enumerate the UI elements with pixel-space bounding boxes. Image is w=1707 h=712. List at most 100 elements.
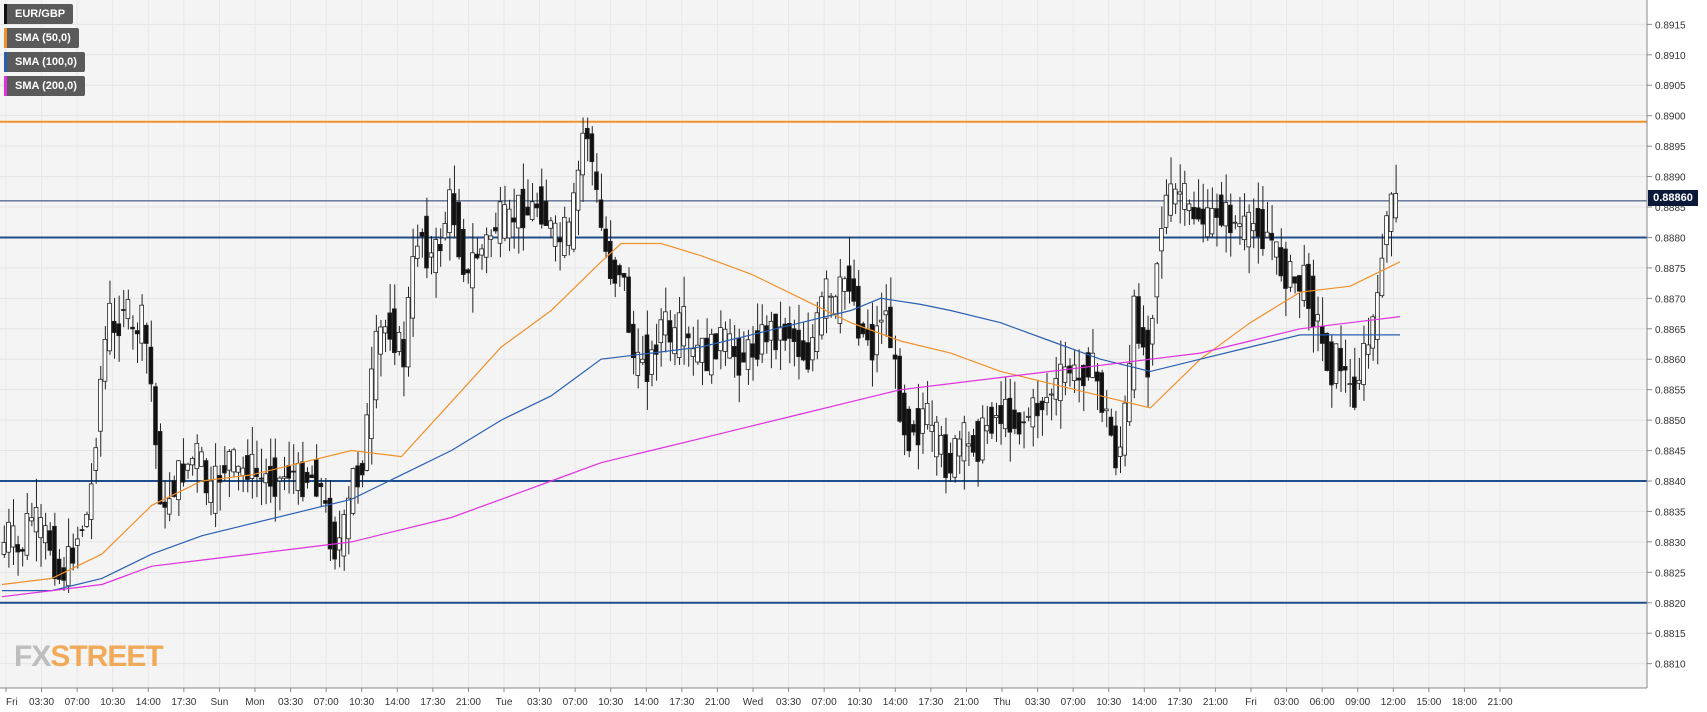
y-tick-label: 0.8910 (1655, 51, 1686, 62)
candle-body (901, 392, 907, 436)
candle-body (736, 337, 742, 376)
candle-body (1269, 232, 1274, 241)
candle-body (580, 132, 585, 176)
x-tick-label: 09:00 (1345, 697, 1370, 708)
candle-body (672, 327, 677, 355)
candle-body (1393, 193, 1399, 219)
candle-body (1260, 209, 1265, 250)
candle-body (957, 438, 962, 457)
candle-body (764, 325, 769, 343)
candle-body (1177, 191, 1183, 195)
y-tick-label: 0.8895 (1655, 142, 1686, 153)
y-tick-label: 0.8835 (1655, 507, 1686, 518)
x-tick-label: 12:00 (1381, 697, 1406, 708)
candle-body (745, 339, 751, 370)
candle-body (346, 497, 351, 540)
candle-body (1338, 347, 1343, 372)
x-tick-label: 03:30 (527, 697, 552, 708)
candle-body (975, 420, 981, 462)
candle-body (823, 278, 829, 319)
candle-body (1053, 378, 1059, 400)
candle-body (644, 334, 650, 383)
candle-body (1007, 397, 1013, 433)
candle-body (943, 434, 948, 479)
legend-label: SMA (200,0) (15, 80, 77, 92)
candle-body (410, 256, 416, 319)
y-tick-label: 0.8845 (1655, 447, 1686, 458)
y-axis-background (1647, 0, 1707, 712)
candle-body (24, 513, 30, 556)
candle-body (1329, 341, 1334, 386)
candle-body (378, 326, 383, 355)
candle-body (162, 501, 167, 508)
candle-body (750, 343, 755, 358)
candle-body (281, 476, 287, 479)
candle-body (258, 477, 264, 480)
candle-body (1315, 314, 1320, 322)
candle-body (313, 459, 319, 497)
legend-item-sma200[interactable]: SMA (200,0) (4, 76, 85, 96)
candle-body (10, 525, 16, 548)
candle-body (1241, 215, 1247, 241)
candle-body (1025, 415, 1031, 418)
y-tick-label: 0.8870 (1655, 294, 1686, 305)
x-tick-label: 17:30 (171, 697, 196, 708)
candle-body (1388, 193, 1394, 232)
candle-body (989, 406, 994, 434)
x-tick-label: 03:30 (776, 697, 801, 708)
candle-body (309, 474, 314, 479)
candle-body (428, 252, 434, 258)
candle-body (892, 354, 898, 360)
candle-body (47, 530, 53, 551)
candle-body (934, 421, 939, 458)
candle-body (116, 323, 122, 337)
legend-item-sma100[interactable]: SMA (100,0) (4, 52, 85, 72)
legend-item-eurgbp[interactable]: EUR/GBP (4, 4, 74, 24)
candle-body (1292, 276, 1297, 284)
legend-item-sma50[interactable]: SMA (50,0) (4, 28, 79, 48)
candle-body (603, 228, 608, 252)
candle-body (888, 306, 893, 349)
x-tick-label: 21:00 (705, 697, 730, 708)
fxstreet-logo: FXSTREET (14, 640, 164, 673)
candle-body (630, 323, 636, 359)
candle-body (653, 344, 659, 355)
x-tick-label: 10:30 (100, 697, 125, 708)
candle-body (929, 424, 935, 432)
candle-body (796, 329, 801, 358)
candle-body (1039, 400, 1045, 411)
candle-body (364, 414, 370, 471)
candle-body (277, 477, 282, 482)
candle-body (993, 415, 999, 418)
candle-body (79, 529, 85, 531)
candle-body (98, 378, 103, 432)
y-tick-label: 0.8810 (1655, 660, 1686, 671)
y-tick-label: 0.8860 (1655, 355, 1686, 366)
candle-body (727, 333, 732, 359)
candle-body (782, 323, 788, 341)
candle-body (419, 231, 425, 237)
candle-body (883, 310, 889, 316)
candle-body (1048, 393, 1054, 396)
y-tick-label: 0.8885 (1655, 203, 1686, 214)
plot-background (0, 0, 1647, 688)
y-tick-label: 0.8900 (1655, 112, 1686, 123)
candle-body (846, 265, 852, 292)
x-tick-label: 21:00 (456, 697, 481, 708)
x-tick-label: 07:00 (65, 697, 90, 708)
x-tick-label: 10:30 (1096, 697, 1121, 708)
candle-body (1154, 263, 1160, 298)
candle-body (1012, 409, 1017, 429)
sma-200-line (1, 316, 1401, 598)
sma-100-line (2, 297, 1400, 592)
candle-body (483, 234, 489, 258)
candle-body (598, 199, 604, 228)
candle-body (557, 237, 563, 243)
candle-body (6, 521, 11, 553)
candle-body (1296, 275, 1302, 292)
candle-body (741, 352, 746, 363)
candle-body (947, 452, 953, 474)
candle-body (837, 276, 843, 324)
candle-body (708, 333, 714, 376)
